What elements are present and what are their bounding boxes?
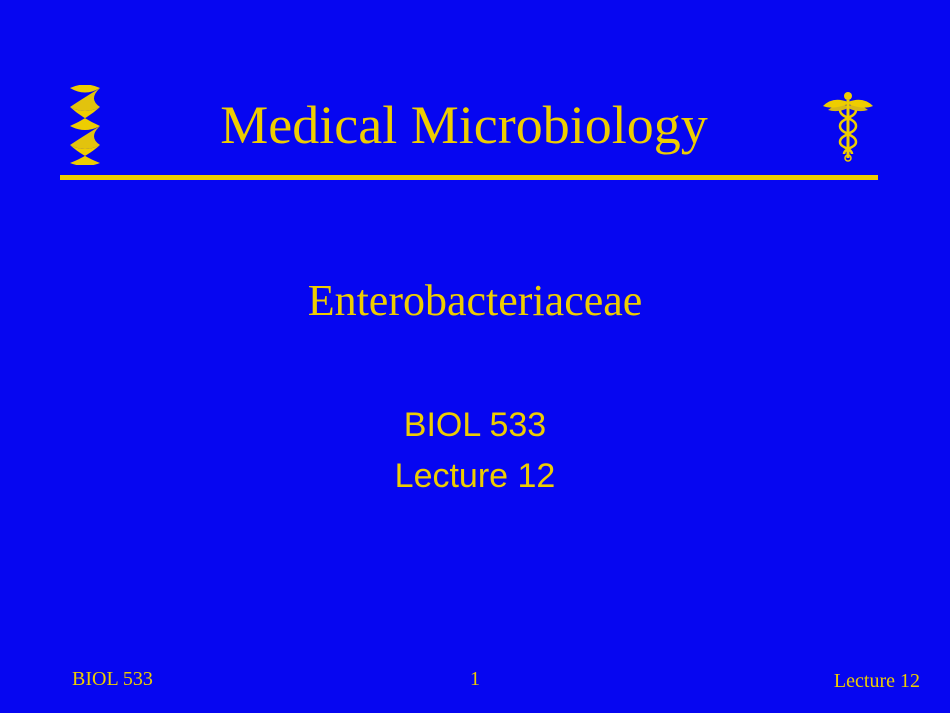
- slide-subtitle: Enterobacteriaceae: [0, 275, 950, 326]
- course-info-block: BIOL 533 Lecture 12: [0, 400, 950, 502]
- slide-header: Medical Microbiology: [60, 85, 878, 177]
- header-underline: [60, 175, 878, 180]
- slide-main-title: Medical Microbiology: [130, 94, 798, 156]
- lecture-number-text: Lecture 12: [0, 451, 950, 502]
- caduceus-icon: [818, 88, 878, 163]
- footer-page-number: 1: [0, 668, 950, 691]
- course-code-text: BIOL 533: [0, 400, 950, 451]
- dna-helix-icon: [60, 85, 110, 165]
- footer-lecture-label: Lecture 12: [834, 670, 920, 693]
